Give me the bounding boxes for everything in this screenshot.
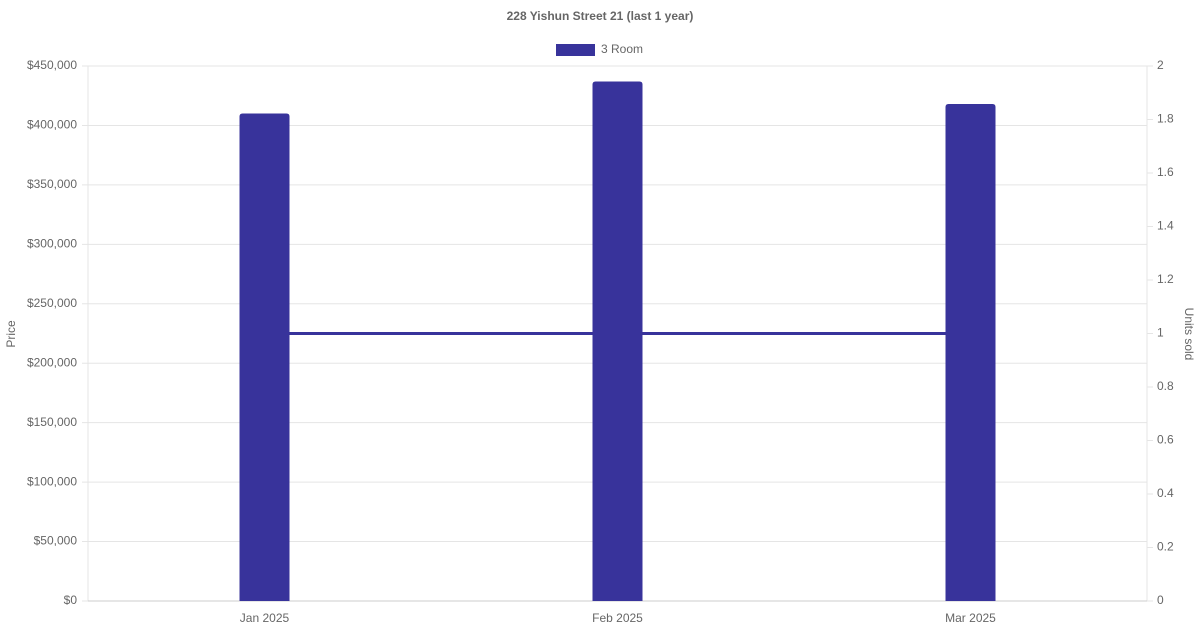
y2-tick-label: 0.6 [1157, 433, 1174, 447]
y-tick-label: $400,000 [27, 118, 77, 132]
y2-tick-label: 2 [1157, 58, 1164, 72]
y2-tick-label: 0 [1157, 593, 1164, 607]
legend-label: 3 Room [601, 42, 643, 56]
y-tick-label: $200,000 [27, 355, 77, 369]
y-tick-label: $250,000 [27, 296, 77, 310]
x-tick-label: Mar 2025 [945, 611, 996, 625]
bar [592, 81, 643, 601]
y2-axis-title: Units sold [1182, 308, 1196, 361]
x-tick-label: Feb 2025 [592, 611, 643, 625]
y2-tick-label: 1.6 [1157, 165, 1174, 179]
y-tick-label: $300,000 [27, 237, 77, 251]
y2-tick-label: 0.4 [1157, 486, 1174, 500]
bar [239, 113, 290, 602]
y-axis-title: Price [4, 320, 18, 348]
y2-tick-label: 0.8 [1157, 379, 1174, 393]
y2-tick-label: 1.8 [1157, 112, 1174, 126]
chart-title: 228 Yishun Street 21 (last 1 year) [507, 9, 694, 23]
y2-tick-label: 1.4 [1157, 219, 1174, 233]
x-tick-label: Jan 2025 [240, 611, 290, 625]
y2-tick-label: 1 [1157, 326, 1164, 340]
bar [945, 104, 996, 602]
y-tick-label: $0 [64, 593, 78, 607]
y-tick-label: $450,000 [27, 58, 77, 72]
y2-tick-label: 0.2 [1157, 540, 1174, 554]
legend-swatch [556, 44, 595, 56]
y-tick-label: $150,000 [27, 415, 77, 429]
y2-tick-label: 1.2 [1157, 272, 1174, 286]
y-tick-label: $100,000 [27, 474, 77, 488]
y-tick-label: $50,000 [34, 534, 78, 548]
y-tick-label: $350,000 [27, 177, 77, 191]
